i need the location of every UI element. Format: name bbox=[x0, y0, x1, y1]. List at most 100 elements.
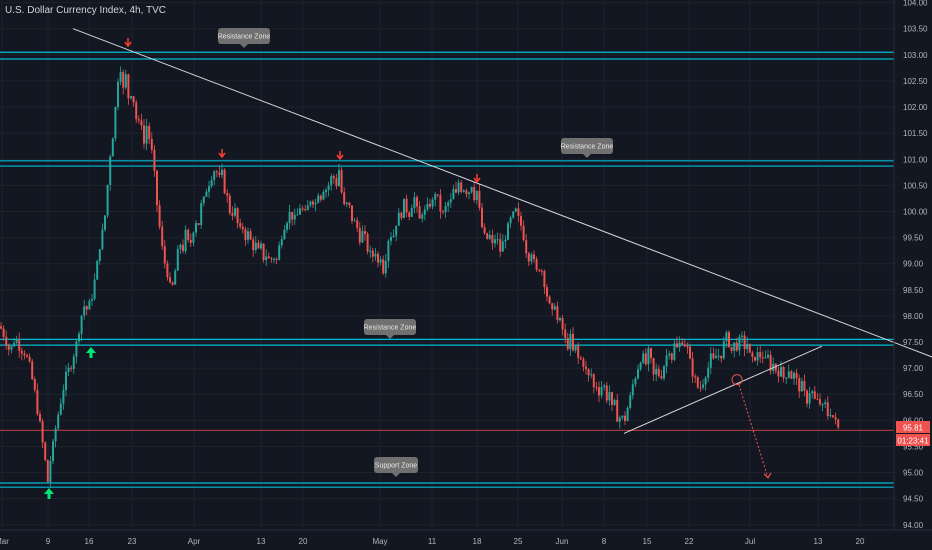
candle-body bbox=[200, 203, 203, 225]
candle-body bbox=[262, 243, 265, 261]
candle-body bbox=[735, 342, 738, 351]
candle-body bbox=[449, 199, 452, 203]
time-tick-label: 13 bbox=[257, 537, 266, 546]
candle-body bbox=[184, 229, 187, 252]
candle-body bbox=[689, 346, 691, 359]
candle-body bbox=[23, 353, 26, 356]
zone-label: Resistance Zone bbox=[218, 34, 271, 41]
candle-body bbox=[143, 125, 145, 144]
candle-body bbox=[566, 337, 569, 350]
resistance-arrows bbox=[124, 38, 481, 184]
candle-body bbox=[780, 366, 782, 377]
price-tick-label: 99.50 bbox=[903, 234, 924, 243]
time-tick-label: 22 bbox=[685, 537, 694, 546]
candle-body bbox=[46, 460, 49, 483]
candle-body bbox=[351, 205, 353, 221]
candle-body bbox=[483, 227, 486, 234]
candle-body bbox=[312, 201, 314, 205]
candle-body bbox=[226, 193, 229, 196]
candle-body bbox=[195, 223, 197, 233]
candle-body bbox=[834, 417, 837, 420]
candle-body bbox=[104, 215, 106, 230]
candle-body bbox=[491, 234, 494, 244]
price-tick-label: 98.50 bbox=[903, 286, 924, 295]
candle-body bbox=[452, 189, 455, 200]
candle-body bbox=[605, 385, 608, 401]
candle-body bbox=[145, 125, 148, 144]
candle-body bbox=[715, 355, 717, 359]
time-tick-label: 25 bbox=[514, 537, 523, 546]
candle-body bbox=[244, 229, 247, 240]
candle-body bbox=[236, 208, 239, 224]
candle-body bbox=[325, 189, 327, 192]
candle-body bbox=[114, 107, 117, 139]
chart-title: U.S. Dollar Currency Index, 4h, TVC bbox=[5, 5, 166, 16]
candle-body bbox=[122, 71, 125, 88]
candle-body bbox=[730, 346, 733, 351]
candle-body bbox=[782, 366, 785, 378]
candle-body bbox=[275, 258, 278, 260]
candle-body bbox=[486, 233, 489, 239]
candle-body bbox=[592, 374, 595, 388]
candle-body bbox=[468, 192, 470, 195]
candle-body bbox=[288, 211, 291, 224]
candle-body bbox=[358, 227, 361, 243]
candle-body bbox=[696, 377, 699, 388]
time-tick-label: Jul bbox=[745, 537, 755, 546]
candle-body bbox=[52, 441, 54, 462]
zone-label: Resistance Zone bbox=[364, 325, 417, 332]
candle-body bbox=[124, 74, 127, 88]
candle-body bbox=[826, 402, 829, 416]
bar-countdown-label: 01:23:41 bbox=[897, 437, 929, 446]
candle-body bbox=[257, 242, 260, 249]
price-axis[interactable]: 104.00 103.50 103.00 102.50 102.00 101.50 101.… bbox=[903, 0, 928, 530]
candle-body bbox=[504, 239, 507, 242]
candle-body bbox=[561, 318, 564, 330]
candle-body bbox=[93, 279, 96, 299]
candle-body bbox=[270, 258, 273, 260]
candle-body bbox=[239, 223, 242, 227]
candle-body bbox=[595, 387, 598, 389]
candle-body bbox=[704, 377, 707, 385]
candle-body bbox=[517, 208, 520, 216]
candle-body bbox=[754, 356, 756, 361]
candle-body bbox=[652, 358, 655, 375]
candle-body bbox=[577, 345, 580, 358]
candle-body bbox=[179, 244, 182, 250]
candle-body bbox=[629, 395, 632, 408]
candle-body bbox=[795, 373, 798, 379]
candle-body bbox=[369, 250, 372, 252]
candle-body bbox=[668, 353, 671, 356]
candle-body bbox=[291, 211, 294, 220]
candle-body bbox=[423, 209, 426, 215]
candle-body bbox=[756, 352, 759, 361]
candle-body bbox=[582, 358, 585, 367]
candle-body bbox=[509, 217, 512, 224]
candle-body bbox=[249, 231, 252, 240]
candle-body bbox=[332, 176, 335, 179]
candle-body bbox=[364, 231, 366, 234]
candle-body bbox=[663, 366, 665, 379]
candle-body bbox=[634, 378, 637, 385]
candle-body bbox=[808, 393, 811, 404]
candle-body bbox=[603, 385, 606, 387]
candle-body bbox=[660, 376, 663, 379]
candle-body bbox=[309, 201, 312, 206]
price-tick-label: 103.50 bbox=[903, 25, 928, 34]
candle-body bbox=[85, 306, 88, 310]
candle-body bbox=[340, 170, 343, 193]
candle-body bbox=[101, 229, 104, 250]
time-axis[interactable]: Mar 9 16 23 Apr 13 20 May 11 18 25 Jun 8 15 22 Jul 13 20 bbox=[0, 537, 865, 546]
candle-body bbox=[260, 243, 262, 249]
candle-body bbox=[618, 417, 621, 422]
resistance-arrow-icon bbox=[336, 151, 344, 161]
candle-body bbox=[624, 415, 626, 422]
candle-body bbox=[439, 195, 442, 212]
price-tick-label: 95.00 bbox=[903, 469, 924, 478]
candle-body bbox=[637, 369, 639, 379]
candle-body bbox=[327, 185, 330, 190]
candle-body bbox=[457, 182, 460, 193]
candle-body bbox=[140, 120, 143, 126]
candle-body bbox=[611, 392, 613, 405]
